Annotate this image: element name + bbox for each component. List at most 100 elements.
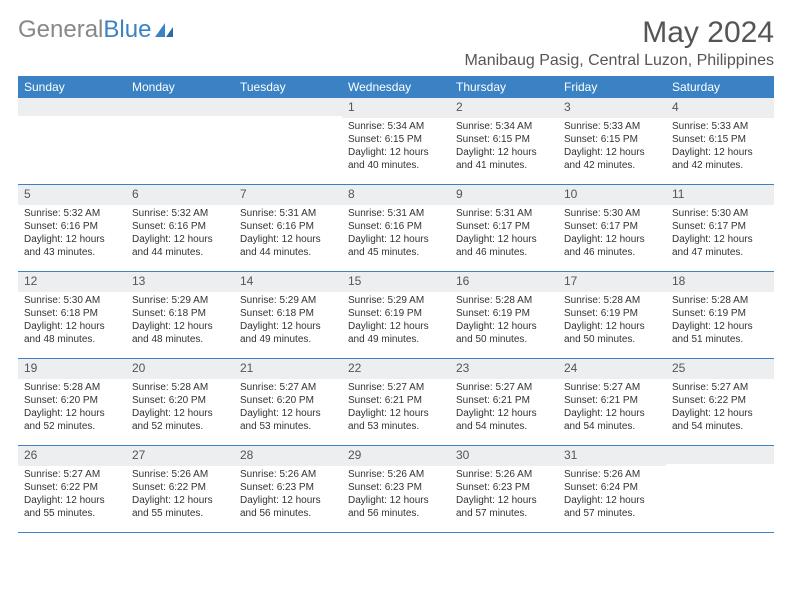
day-header-cell: Monday — [126, 76, 234, 98]
day-cell: 12Sunrise: 5:30 AMSunset: 6:18 PMDayligh… — [18, 272, 126, 358]
sunset-line: Sunset: 6:18 PM — [240, 307, 336, 320]
sunrise-line: Sunrise: 5:26 AM — [348, 468, 444, 481]
sunset-line: Sunset: 6:23 PM — [456, 481, 552, 494]
day-cell: 15Sunrise: 5:29 AMSunset: 6:19 PMDayligh… — [342, 272, 450, 358]
day-number: 25 — [666, 359, 774, 379]
sunrise-line: Sunrise: 5:27 AM — [348, 381, 444, 394]
day-number: 27 — [126, 446, 234, 466]
day-number: 30 — [450, 446, 558, 466]
sunrise-line: Sunrise: 5:32 AM — [132, 207, 228, 220]
sunset-line: Sunset: 6:15 PM — [456, 133, 552, 146]
day-number: 28 — [234, 446, 342, 466]
day-body: Sunrise: 5:32 AMSunset: 6:16 PMDaylight:… — [18, 205, 126, 263]
day-number: 23 — [450, 359, 558, 379]
sunset-line: Sunset: 6:22 PM — [132, 481, 228, 494]
day-cell: 19Sunrise: 5:28 AMSunset: 6:20 PMDayligh… — [18, 359, 126, 445]
sunrise-line: Sunrise: 5:34 AM — [348, 120, 444, 133]
day-body: Sunrise: 5:26 AMSunset: 6:22 PMDaylight:… — [126, 466, 234, 524]
sunset-line: Sunset: 6:19 PM — [348, 307, 444, 320]
day-body: Sunrise: 5:27 AMSunset: 6:22 PMDaylight:… — [18, 466, 126, 524]
week-row: 1Sunrise: 5:34 AMSunset: 6:15 PMDaylight… — [18, 98, 774, 185]
sunset-line: Sunset: 6:17 PM — [564, 220, 660, 233]
sunrise-line: Sunrise: 5:31 AM — [348, 207, 444, 220]
sunrise-line: Sunrise: 5:26 AM — [564, 468, 660, 481]
daylight-line: Daylight: 12 hours and 53 minutes. — [348, 407, 444, 433]
sunset-line: Sunset: 6:17 PM — [456, 220, 552, 233]
daylight-line: Daylight: 12 hours and 49 minutes. — [348, 320, 444, 346]
day-cell: 11Sunrise: 5:30 AMSunset: 6:17 PMDayligh… — [666, 185, 774, 271]
day-body: Sunrise: 5:33 AMSunset: 6:15 PMDaylight:… — [558, 118, 666, 176]
day-number — [18, 98, 126, 116]
day-body: Sunrise: 5:26 AMSunset: 6:23 PMDaylight:… — [342, 466, 450, 524]
day-number: 17 — [558, 272, 666, 292]
sunset-line: Sunset: 6:16 PM — [240, 220, 336, 233]
sunset-line: Sunset: 6:21 PM — [564, 394, 660, 407]
sunset-line: Sunset: 6:19 PM — [564, 307, 660, 320]
daylight-line: Daylight: 12 hours and 50 minutes. — [564, 320, 660, 346]
logo-text-blue: Blue — [103, 16, 151, 44]
sunset-line: Sunset: 6:18 PM — [132, 307, 228, 320]
sunrise-line: Sunrise: 5:34 AM — [456, 120, 552, 133]
sunrise-line: Sunrise: 5:28 AM — [564, 294, 660, 307]
sunrise-line: Sunrise: 5:29 AM — [348, 294, 444, 307]
daylight-line: Daylight: 12 hours and 40 minutes. — [348, 146, 444, 172]
day-cell: 14Sunrise: 5:29 AMSunset: 6:18 PMDayligh… — [234, 272, 342, 358]
week-row: 19Sunrise: 5:28 AMSunset: 6:20 PMDayligh… — [18, 359, 774, 446]
day-header-cell: Wednesday — [342, 76, 450, 98]
sunset-line: Sunset: 6:22 PM — [24, 481, 120, 494]
day-number — [234, 98, 342, 116]
day-body: Sunrise: 5:30 AMSunset: 6:17 PMDaylight:… — [558, 205, 666, 263]
logo: GeneralBlue — [18, 16, 175, 44]
day-cell: 24Sunrise: 5:27 AMSunset: 6:21 PMDayligh… — [558, 359, 666, 445]
day-cell: 18Sunrise: 5:28 AMSunset: 6:19 PMDayligh… — [666, 272, 774, 358]
day-number: 16 — [450, 272, 558, 292]
day-cell: 13Sunrise: 5:29 AMSunset: 6:18 PMDayligh… — [126, 272, 234, 358]
day-cell: 26Sunrise: 5:27 AMSunset: 6:22 PMDayligh… — [18, 446, 126, 532]
daylight-line: Daylight: 12 hours and 42 minutes. — [672, 146, 768, 172]
daylight-line: Daylight: 12 hours and 53 minutes. — [240, 407, 336, 433]
sunrise-line: Sunrise: 5:28 AM — [132, 381, 228, 394]
day-body: Sunrise: 5:31 AMSunset: 6:16 PMDaylight:… — [234, 205, 342, 263]
logo-text-general: General — [18, 16, 103, 44]
sunrise-line: Sunrise: 5:28 AM — [672, 294, 768, 307]
day-number: 11 — [666, 185, 774, 205]
day-number: 2 — [450, 98, 558, 118]
day-body: Sunrise: 5:26 AMSunset: 6:24 PMDaylight:… — [558, 466, 666, 524]
day-cell: 28Sunrise: 5:26 AMSunset: 6:23 PMDayligh… — [234, 446, 342, 532]
sunrise-line: Sunrise: 5:27 AM — [672, 381, 768, 394]
sunrise-line: Sunrise: 5:27 AM — [24, 468, 120, 481]
day-number: 6 — [126, 185, 234, 205]
day-header-cell: Friday — [558, 76, 666, 98]
sunset-line: Sunset: 6:22 PM — [672, 394, 768, 407]
day-cell: 29Sunrise: 5:26 AMSunset: 6:23 PMDayligh… — [342, 446, 450, 532]
day-body: Sunrise: 5:31 AMSunset: 6:16 PMDaylight:… — [342, 205, 450, 263]
day-number: 29 — [342, 446, 450, 466]
daylight-line: Daylight: 12 hours and 44 minutes. — [132, 233, 228, 259]
daylight-line: Daylight: 12 hours and 41 minutes. — [456, 146, 552, 172]
title-block: May 2024 Manibaug Pasig, Central Luzon, … — [464, 16, 774, 70]
sunset-line: Sunset: 6:21 PM — [456, 394, 552, 407]
day-number: 19 — [18, 359, 126, 379]
daylight-line: Daylight: 12 hours and 56 minutes. — [348, 494, 444, 520]
day-body: Sunrise: 5:27 AMSunset: 6:20 PMDaylight:… — [234, 379, 342, 437]
day-cell: 8Sunrise: 5:31 AMSunset: 6:16 PMDaylight… — [342, 185, 450, 271]
day-body: Sunrise: 5:29 AMSunset: 6:19 PMDaylight:… — [342, 292, 450, 350]
day-header-row: SundayMondayTuesdayWednesdayThursdayFrid… — [18, 76, 774, 98]
day-cell: 30Sunrise: 5:26 AMSunset: 6:23 PMDayligh… — [450, 446, 558, 532]
day-number: 5 — [18, 185, 126, 205]
sunset-line: Sunset: 6:23 PM — [240, 481, 336, 494]
sunrise-line: Sunrise: 5:30 AM — [24, 294, 120, 307]
day-body: Sunrise: 5:28 AMSunset: 6:19 PMDaylight:… — [450, 292, 558, 350]
day-body: Sunrise: 5:26 AMSunset: 6:23 PMDaylight:… — [450, 466, 558, 524]
daylight-line: Daylight: 12 hours and 57 minutes. — [564, 494, 660, 520]
sunrise-line: Sunrise: 5:26 AM — [132, 468, 228, 481]
week-row: 12Sunrise: 5:30 AMSunset: 6:18 PMDayligh… — [18, 272, 774, 359]
sunset-line: Sunset: 6:23 PM — [348, 481, 444, 494]
day-number: 26 — [18, 446, 126, 466]
daylight-line: Daylight: 12 hours and 46 minutes. — [456, 233, 552, 259]
day-cell: 3Sunrise: 5:33 AMSunset: 6:15 PMDaylight… — [558, 98, 666, 184]
sunrise-line: Sunrise: 5:33 AM — [564, 120, 660, 133]
sunset-line: Sunset: 6:15 PM — [564, 133, 660, 146]
sunrise-line: Sunrise: 5:26 AM — [240, 468, 336, 481]
daylight-line: Daylight: 12 hours and 46 minutes. — [564, 233, 660, 259]
